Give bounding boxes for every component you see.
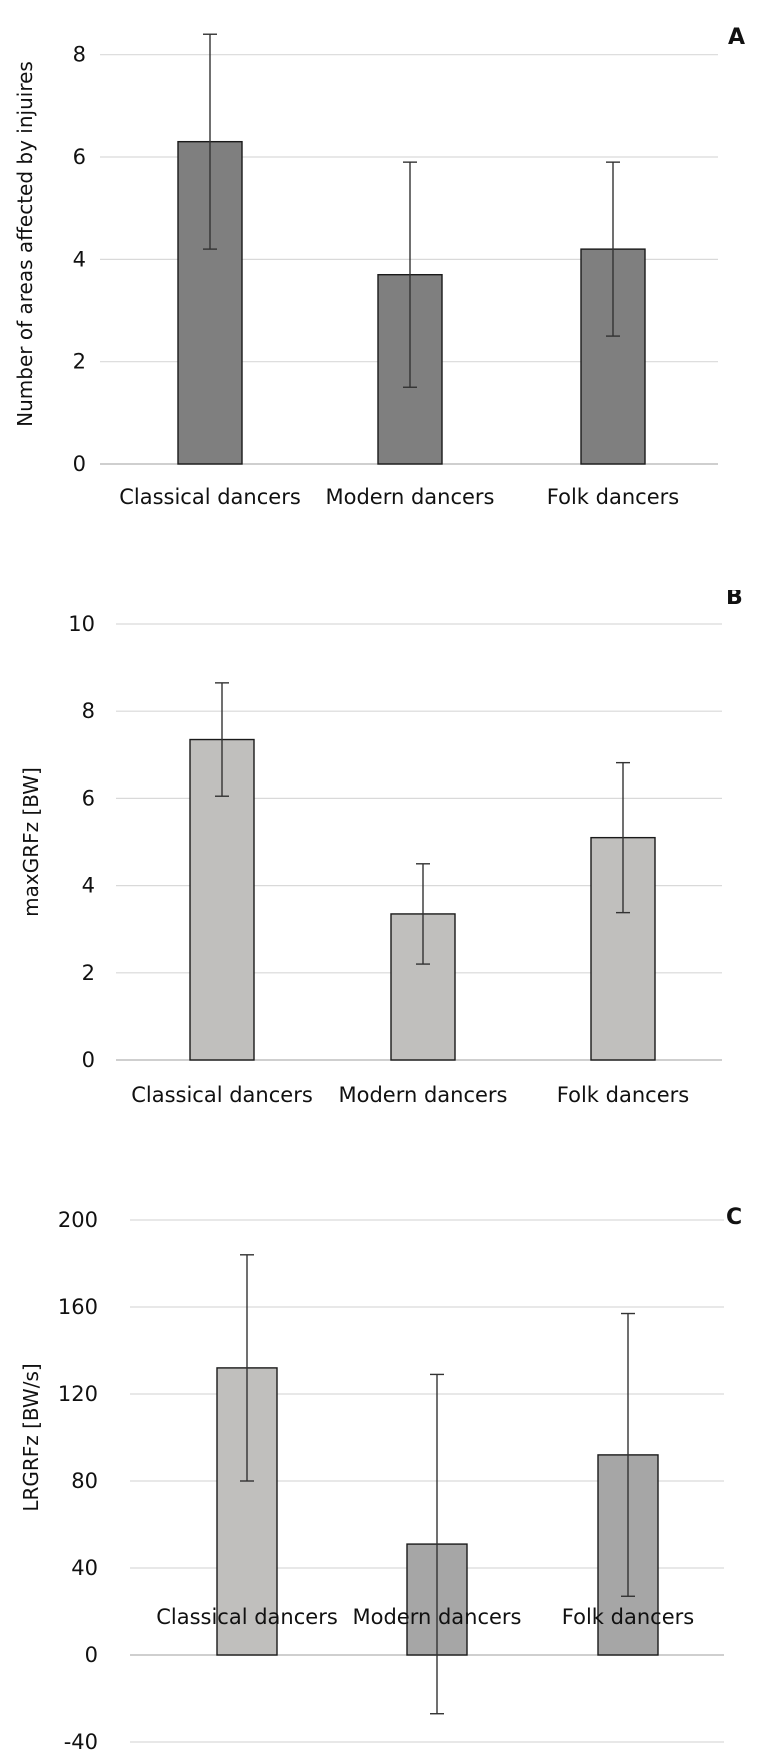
x-category-label: Classical dancers: [131, 1083, 313, 1107]
y-tick-label: 0: [85, 1643, 98, 1667]
y-axis-label: maxGRFz [BW]: [19, 767, 43, 917]
y-tick-label: 2: [73, 350, 86, 374]
x-category-label: Folk dancers: [562, 1605, 694, 1629]
y-tick-label: 10: [68, 612, 95, 636]
y-tick-label: 4: [82, 874, 95, 898]
panel-label: A: [728, 25, 745, 50]
y-tick-label: 40: [71, 1556, 98, 1580]
x-category-label: Modern dancers: [352, 1605, 521, 1629]
y-tick-label: 4: [73, 247, 86, 271]
x-category-label: Classical dancers: [119, 485, 301, 509]
y-axis-label: LRGRFz [BW/s]: [19, 1363, 43, 1511]
x-category-label: Folk dancers: [547, 485, 679, 509]
y-tick-label: 2: [82, 961, 95, 985]
x-category-label: Modern dancers: [338, 1083, 507, 1107]
chart-panel-b: 0 2 4 6 8 10 Classical dancers Modern dancers Fo…: [19, 590, 743, 1107]
x-category-label: Folk dancers: [557, 1083, 689, 1107]
y-tick-label: 120: [58, 1382, 98, 1406]
chart-panel-a: 0 2 4 6 8 Classical dancers Modern dancers Folk…: [13, 25, 745, 509]
y-tick-label: 160: [58, 1295, 98, 1319]
panel-label: C: [726, 1205, 742, 1230]
panel-label: B: [726, 590, 743, 610]
y-tick-label: -40: [64, 1730, 98, 1754]
y-tick-label: 6: [82, 786, 95, 810]
x-category-label: Modern dancers: [325, 485, 494, 509]
y-tick-label: 0: [82, 1048, 95, 1072]
x-category-label: Classical dancers: [156, 1605, 338, 1629]
chart-panel-c: -40 0 40 80 120 160 200 Classical dancers Modern…: [19, 1205, 742, 1754]
y-axis-label: Number of areas affected by injuires: [13, 61, 37, 427]
y-tick-label: 200: [58, 1208, 98, 1232]
y-tick-label: 6: [73, 145, 86, 169]
bar-classical-dancers: [189, 738, 255, 1061]
y-tick-label: 8: [82, 699, 95, 723]
y-tick-label: 80: [71, 1469, 98, 1493]
bar-modern-dancers: [390, 913, 456, 1061]
y-tick-label: 8: [73, 43, 86, 67]
y-tick-label: 0: [73, 452, 86, 476]
